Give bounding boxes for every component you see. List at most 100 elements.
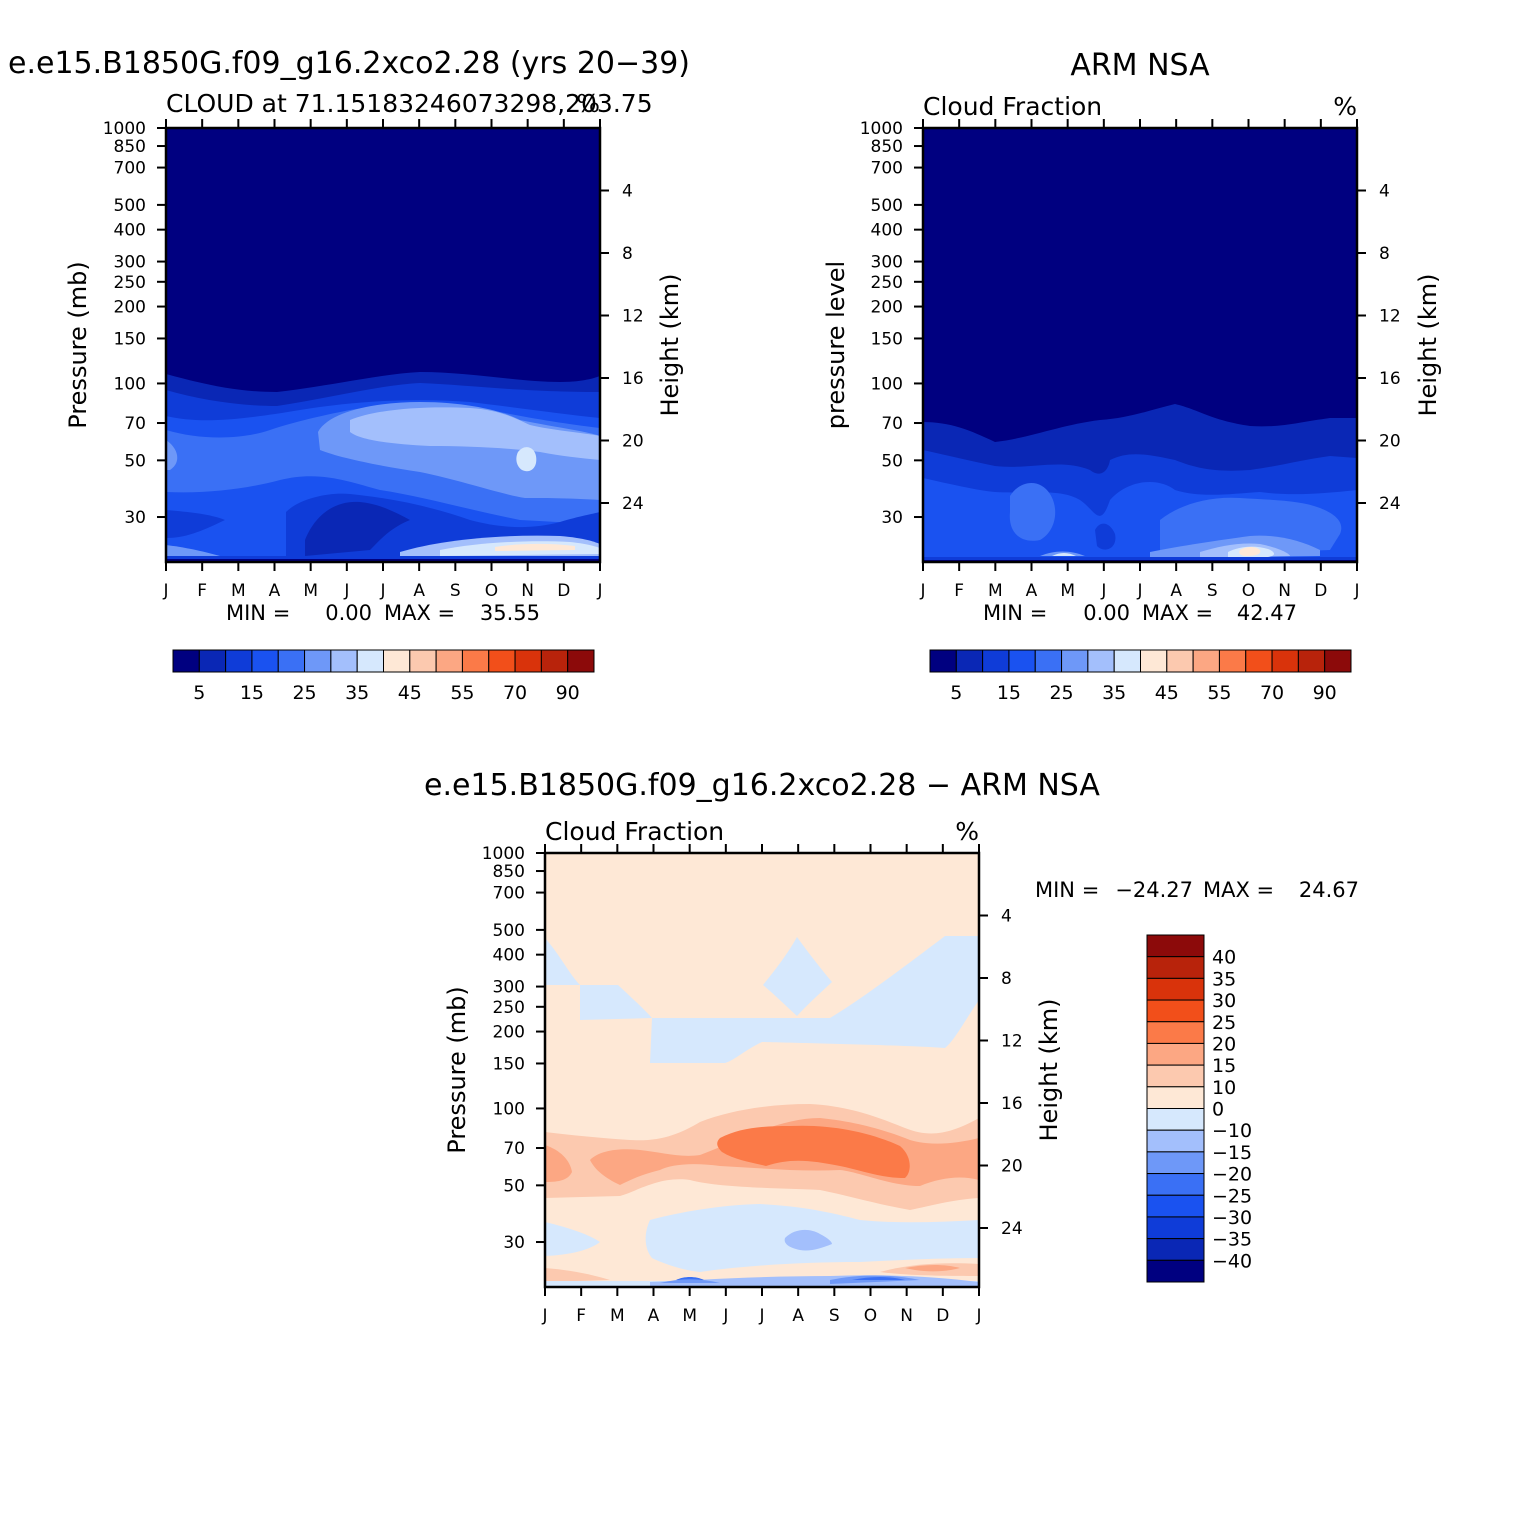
x-tick-label: A [269, 581, 281, 601]
y-right-tick-label: 16 [622, 369, 644, 389]
y-right-tick-label: 8 [622, 244, 633, 264]
x-tick-label: J [1136, 581, 1142, 601]
colorbar-label: 55 [450, 682, 474, 704]
y-tick-label: 30 [124, 508, 146, 528]
y-tick-label: 150 [114, 329, 146, 349]
colorbar-label: 45 [398, 682, 422, 704]
y-right-tick-label: 8 [1001, 969, 1012, 989]
colorbar-swatch [1324, 649, 1352, 673]
panel-model-max-label: MAX = [384, 601, 455, 625]
colorbar-swatch [1146, 956, 1205, 979]
colorbar-label: 0 [1212, 1099, 1224, 1121]
y-right-tick-label: 20 [1379, 432, 1401, 452]
panel-diff-min: −24.27 [1115, 878, 1193, 902]
colorbar-swatch [409, 649, 437, 673]
colorbar-swatch [982, 649, 1010, 673]
colorbar-swatch [1146, 1216, 1205, 1240]
y-tick-label: 400 [114, 221, 146, 241]
panel-obs-min: 0.00 [1083, 601, 1130, 625]
colorbar-label: −20 [1212, 1164, 1252, 1186]
colorbar-swatch [1218, 649, 1247, 673]
y-right-tick-label: 12 [1001, 1032, 1023, 1052]
y-tick-label: 400 [871, 221, 903, 241]
colorbar-swatch [1271, 649, 1299, 673]
colorbar-label: 35 [1212, 968, 1236, 990]
colorbar-swatch [1166, 649, 1194, 673]
colorbar-swatch [540, 649, 569, 673]
y-tick-label: 70 [124, 414, 146, 434]
panel-obs: ARM NSA Cloud Fraction % J F M A M J J A S O N D J 30… [822, 48, 1442, 704]
colorbar-swatch [172, 649, 200, 673]
x-tick-label: O [864, 1306, 877, 1326]
colorbar-swatch [198, 649, 227, 673]
colorbar-label: 20 [1212, 1033, 1236, 1055]
panel-model-field [166, 128, 600, 562]
colorbar-swatch [277, 649, 306, 673]
colorbar-label: 35 [1102, 682, 1126, 704]
colorbar-swatch [1146, 999, 1205, 1023]
x-tick-label: A [1170, 581, 1182, 601]
colorbar-label: 15 [1212, 1055, 1236, 1077]
colorbar-swatch [461, 649, 490, 673]
x-tick-label: M [1060, 581, 1075, 601]
x-tick-label: A [648, 1306, 660, 1326]
panel-model-title: e.e15.B1850G.f09_g16.2xco2.28 (yrs 20−39… [8, 46, 690, 81]
colorbar-label: −40 [1212, 1250, 1252, 1272]
x-tick-label: F [954, 581, 964, 601]
colorbar-label: 30 [1212, 990, 1236, 1012]
panel-obs-max: 42.47 [1237, 601, 1297, 625]
y-right-tick-label: 4 [1379, 182, 1390, 202]
panel-diff-min-label: MIN = [1035, 878, 1099, 902]
colorbar-swatch [1113, 649, 1141, 673]
x-tick-label: O [1242, 581, 1255, 601]
x-tick-label: S [450, 581, 461, 601]
y-tick-label: 200 [493, 1023, 525, 1043]
y-right-tick-label: 12 [622, 307, 644, 327]
y-tick-label: 70 [503, 1139, 525, 1159]
x-tick-label: J [541, 1306, 547, 1326]
panel-obs-title: ARM NSA [1070, 48, 1210, 83]
colorbar-label: −25 [1212, 1185, 1252, 1207]
panel-obs-subtitle: Cloud Fraction [923, 92, 1102, 121]
colorbar-swatch [383, 649, 411, 673]
y-right-tick-label: 20 [1001, 1157, 1023, 1177]
colorbar-swatch [225, 649, 253, 673]
panel-model: e.e15.B1850G.f09_g16.2xco2.28 (yrs 20−39… [8, 46, 690, 704]
y-tick-label: 30 [503, 1233, 525, 1253]
y-tick-label: 100 [114, 374, 146, 394]
y-tick-label: 700 [493, 884, 525, 904]
x-tick-label: N [900, 1306, 913, 1326]
x-tick-label: J [1100, 581, 1106, 601]
x-tick-label: J [596, 581, 602, 601]
colorbar-label: 90 [556, 682, 580, 704]
x-tick-label: J [722, 1306, 728, 1326]
panel-diff-max: 24.67 [1299, 878, 1359, 902]
panel-diff-max-label: MAX = [1203, 878, 1274, 902]
y-tick-label: 1000 [103, 119, 146, 139]
y-tick-label: 50 [503, 1176, 525, 1196]
colorbar-label: 40 [1212, 947, 1236, 969]
panel-model-colorbar: 5 15 25 35 45 55 70 90 [172, 649, 595, 704]
colorbar-label: 5 [193, 682, 205, 704]
colorbar-swatch [1245, 649, 1273, 673]
x-tick-label: S [1207, 581, 1218, 601]
y-tick-label: 400 [493, 946, 525, 966]
panel-diff-subtitle: Cloud Fraction [545, 817, 724, 846]
y-tick-label: 200 [114, 298, 146, 318]
y-tick-label: 250 [871, 273, 903, 293]
colorbar-swatch [251, 649, 279, 673]
y-tick-label: 150 [493, 1054, 525, 1074]
y-tick-label: 700 [871, 159, 903, 179]
x-tick-label: D [936, 1306, 949, 1326]
colorbar-swatch [1146, 1086, 1205, 1109]
x-tick-label: J [919, 581, 925, 601]
y-tick-label: 850 [493, 862, 525, 882]
panel-obs-min-label: MIN = [983, 601, 1047, 625]
y-right-tick-label: 16 [1379, 369, 1401, 389]
colorbar-swatch [929, 649, 957, 673]
y-tick-label: 1000 [482, 844, 525, 864]
panel-diff-ylabel-right: Height (km) [1035, 999, 1063, 1142]
